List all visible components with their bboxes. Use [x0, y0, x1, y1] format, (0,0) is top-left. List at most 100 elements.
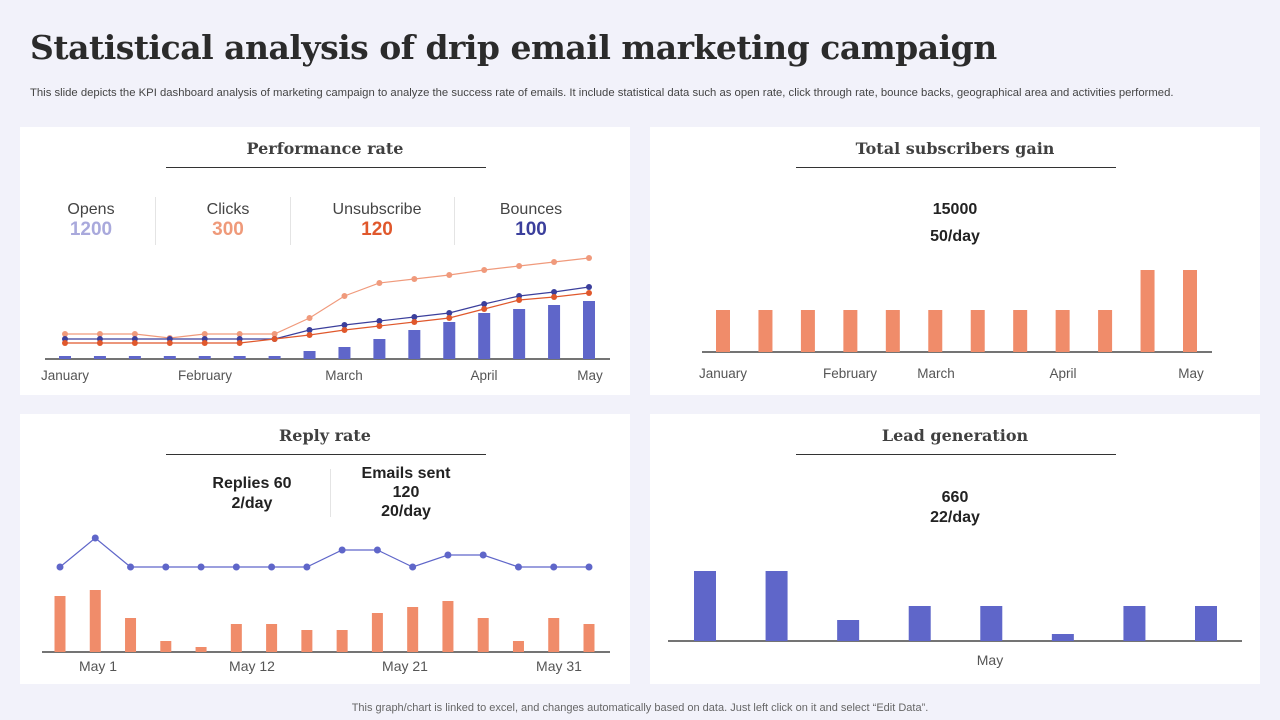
data-point — [306, 327, 313, 333]
bar — [336, 630, 348, 652]
bar — [442, 601, 454, 652]
bar — [694, 571, 716, 641]
data-point — [586, 284, 592, 290]
bar — [1183, 270, 1197, 352]
bar — [758, 310, 773, 352]
footer-note: This graph/chart is linked to excel, and… — [351, 702, 929, 714]
x-tick-label: January — [698, 366, 748, 381]
data-point — [232, 563, 240, 571]
bar — [837, 620, 860, 641]
data-point — [303, 563, 311, 571]
divider — [330, 469, 331, 517]
replies-count: Replies 60 — [212, 475, 292, 492]
bar — [59, 356, 71, 359]
panel-title: Lead generation — [881, 426, 1029, 445]
data-point — [551, 259, 558, 265]
data-point — [91, 534, 99, 542]
bar — [583, 624, 595, 652]
bar — [230, 624, 242, 652]
data-point — [236, 340, 243, 346]
data-point — [271, 331, 278, 337]
bar — [928, 310, 943, 352]
lead-total: 660 — [941, 489, 969, 506]
bar — [93, 356, 106, 359]
data-point — [96, 340, 103, 346]
data-point — [127, 563, 135, 571]
x-tick-label: May 1 — [78, 658, 118, 674]
data-point — [586, 290, 592, 296]
replies-rate: 2/day — [231, 495, 273, 512]
data-point — [550, 563, 558, 571]
bar — [407, 607, 419, 652]
data-point — [586, 255, 592, 261]
kpi-label: Opens — [67, 201, 115, 218]
page-subtitle: This slide depicts the KPI dashboard ana… — [30, 87, 1174, 99]
data-point — [62, 340, 68, 346]
bar — [338, 347, 351, 359]
kpi-value: 300 — [212, 219, 244, 240]
data-point — [62, 331, 68, 337]
data-point — [306, 315, 313, 321]
bar — [1123, 606, 1146, 641]
reply-panel: Reply rate Replies 60 2/day Emails sent … — [20, 414, 630, 684]
x-tick-label: February — [177, 368, 233, 383]
kpi-bounces: Bounces 100 — [461, 201, 601, 241]
x-tick-label: April — [1049, 366, 1077, 381]
page-title: Statistical analysis of drip email marke… — [30, 28, 997, 67]
data-point — [444, 551, 452, 559]
data-point — [411, 319, 418, 325]
data-point — [131, 340, 138, 346]
divider — [166, 167, 486, 168]
bar — [125, 618, 137, 652]
data-point — [131, 331, 138, 337]
data-point — [197, 563, 205, 571]
bar — [980, 606, 1003, 641]
bar — [583, 301, 595, 359]
bar — [477, 618, 489, 652]
sent-count: 120 — [392, 484, 420, 501]
bar — [233, 356, 246, 359]
x-tick-label: March — [917, 366, 955, 381]
divider — [290, 197, 291, 245]
bar — [970, 310, 985, 352]
bar — [548, 618, 560, 652]
data-point — [446, 310, 453, 316]
bar — [443, 322, 456, 359]
lead-rate: 22/day — [930, 509, 980, 526]
data-point — [409, 563, 417, 571]
kpi-value: 100 — [515, 219, 547, 240]
data-point — [338, 546, 346, 554]
bar — [548, 305, 561, 359]
bar — [89, 590, 101, 652]
sent-label: Emails sent — [361, 465, 451, 482]
divider — [454, 197, 455, 245]
subscribers-panel: Total subscribers gain 15000 50/day — [650, 127, 1260, 395]
x-tick-label: May 31 — [536, 658, 582, 674]
x-tick-label: May 21 — [382, 658, 428, 674]
bar — [371, 613, 383, 652]
data-point — [479, 551, 487, 559]
kpi-clicks: Clicks 300 — [158, 201, 298, 241]
data-point — [236, 331, 243, 337]
data-point — [516, 263, 523, 269]
panel-title: Performance rate — [246, 139, 404, 158]
data-point — [514, 563, 522, 571]
bar — [1055, 310, 1070, 352]
panel-title: Reply rate — [279, 426, 371, 445]
x-tick-label: March — [325, 368, 363, 383]
x-tick-label: May — [976, 652, 1004, 668]
bar — [268, 356, 281, 359]
data-point — [201, 331, 208, 337]
data-point — [96, 331, 103, 337]
bar — [1195, 606, 1217, 641]
bar — [303, 351, 316, 359]
data-point — [166, 340, 173, 346]
performance-panel: Performance rate Opens 1200 Clicks 300 Uns… — [20, 127, 630, 395]
kpi-value: 120 — [361, 219, 393, 240]
data-point — [268, 563, 276, 571]
series-line — [65, 292, 590, 344]
data-point — [585, 563, 593, 571]
data-point — [376, 280, 383, 286]
x-tick-label: May — [1178, 366, 1204, 381]
